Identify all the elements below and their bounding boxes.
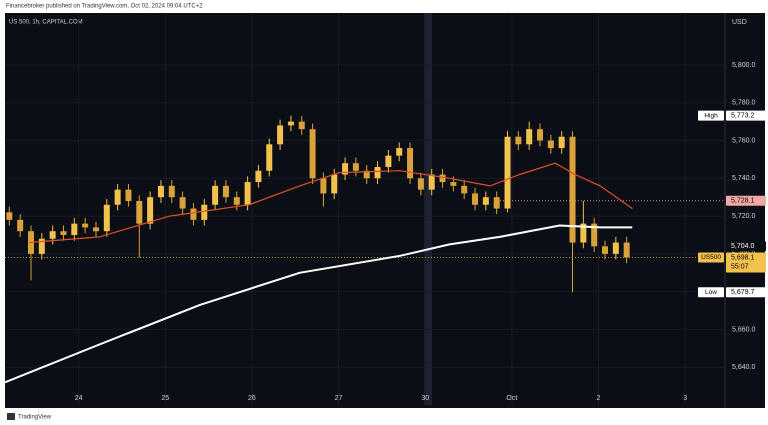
y-tick-label: 5,640.0 (732, 364, 755, 371)
candle-body (114, 189, 121, 205)
y-tick-label: 5,760.0 (732, 137, 755, 144)
candle-body (17, 219, 24, 232)
candle-body (558, 136, 565, 149)
candle-body (331, 174, 338, 194)
candle-body (450, 182, 457, 186)
candle-body (92, 227, 99, 232)
price-tag: Low (705, 289, 717, 296)
price-tag: High (704, 112, 718, 119)
candle-body (363, 170, 370, 179)
candle-body (168, 185, 175, 198)
candle-body (222, 185, 229, 198)
x-tick-label: 26 (248, 395, 256, 402)
candle-body (255, 170, 262, 183)
candle-body (287, 121, 294, 126)
candle-body (277, 125, 284, 145)
logo (7, 413, 15, 420)
candle-body (428, 174, 435, 190)
candle-body (623, 242, 630, 258)
y-tick-label: 5,780.0 (732, 100, 755, 107)
price-label-box (726, 252, 766, 273)
price-tag-box (698, 252, 724, 263)
candle-body (136, 200, 143, 224)
candle-body (244, 182, 251, 205)
candle-body (190, 208, 197, 220)
candle-body (385, 155, 392, 167)
price-label-box (726, 195, 766, 206)
price-tag-box (698, 110, 724, 121)
y-tick-label: 5,800.0 (732, 62, 755, 69)
candle-body (526, 129, 533, 145)
candle-body (309, 129, 316, 179)
price-label: 5,698.1 (731, 254, 754, 261)
plot-background (5, 13, 765, 408)
price-tag: US500 (701, 254, 721, 261)
x-tick-label: Oct (506, 395, 517, 402)
price-label: 5,704.0 (731, 243, 754, 250)
candle-body (147, 197, 154, 224)
candle-body (103, 204, 110, 232)
price-label-box (726, 110, 766, 121)
candle-body (49, 231, 56, 239)
price-label-box (726, 241, 766, 252)
symbol-title: US 500, 1h, CAPITAL.COM (9, 20, 83, 26)
candle-body (125, 189, 132, 201)
price-label: 5,728.1 (731, 198, 754, 205)
candle-body (612, 242, 619, 254)
candle-body (461, 185, 468, 194)
candle-body (602, 246, 608, 254)
candle-body (493, 197, 500, 209)
x-tick-label: 24 (75, 395, 83, 402)
candle-body (71, 223, 78, 235)
candle-body (6, 212, 13, 220)
header: Financebroker published on TradingView.c… (6, 4, 203, 10)
candle-body (298, 121, 305, 130)
y-tick-label: 5,740.0 (732, 175, 755, 182)
candle-body (396, 148, 403, 156)
candle-body (342, 163, 349, 175)
candle-body (504, 136, 511, 209)
price-label: 5,679.7 (731, 289, 754, 296)
candle-body (266, 144, 273, 171)
x-tick-label: 27 (335, 395, 343, 402)
candle-body (201, 204, 208, 220)
x-tick-label: 25 (161, 395, 169, 402)
candle-body (472, 193, 479, 205)
moving-average (4, 224, 633, 384)
candle-body (212, 185, 219, 205)
y-tick-label: 5,720.0 (732, 213, 755, 220)
candle-body (417, 178, 424, 190)
price-label-box (726, 287, 766, 298)
x-tick-label: 2 (597, 395, 601, 402)
x-tick-label: 30 (421, 395, 429, 402)
footer: TradingView (18, 415, 52, 421)
candle-body (580, 223, 587, 243)
candle-body (482, 197, 489, 205)
candle-body (569, 136, 576, 243)
candle-body (591, 223, 598, 247)
candle-body (60, 231, 67, 235)
candle-body (374, 166, 381, 179)
currency: USD (732, 19, 747, 26)
candle-body (38, 238, 45, 254)
candle-body (439, 174, 446, 183)
price-label: 5,773.2 (731, 112, 754, 119)
candle-body (547, 140, 554, 149)
y-tick-label: 5,660.0 (732, 326, 755, 333)
candle-body (515, 136, 522, 145)
price-tag-box (698, 287, 724, 298)
candle-body (179, 197, 186, 209)
candle-body (157, 185, 164, 198)
countdown: 55:07 (731, 263, 749, 270)
x-tick-label: 3 (683, 395, 687, 402)
candle-body (320, 178, 327, 194)
session-highlight (424, 13, 432, 405)
candle-body (82, 223, 89, 228)
candle-body (352, 163, 359, 171)
moving-average (29, 162, 633, 244)
candle-body (537, 129, 544, 141)
candle-body (407, 148, 414, 179)
candle-body (233, 197, 240, 205)
